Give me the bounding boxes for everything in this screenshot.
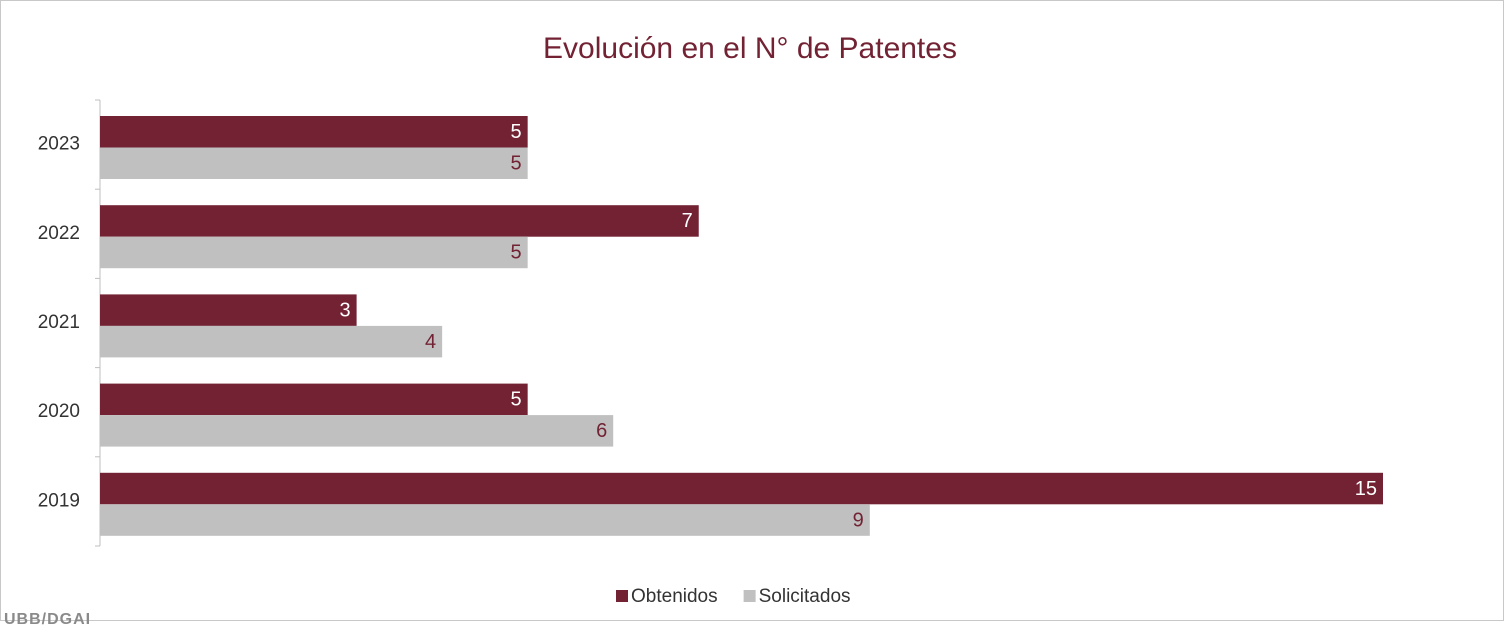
data-label: 5	[511, 242, 522, 264]
data-label: 5	[511, 153, 522, 175]
bar	[100, 148, 528, 180]
legend-swatch	[744, 590, 756, 602]
bar	[100, 415, 613, 447]
bar	[100, 473, 1383, 505]
data-label: 4	[425, 331, 436, 353]
y-tick-label: 2019	[38, 490, 80, 511]
bar	[100, 237, 528, 269]
y-tick-label: 2023	[38, 134, 80, 155]
y-tick-label: 2022	[38, 223, 80, 244]
y-tick-label: 2020	[38, 401, 80, 422]
data-label: 9	[853, 509, 864, 531]
data-label: 5	[511, 389, 522, 411]
legend-swatch	[616, 590, 628, 602]
data-label: 15	[1355, 478, 1377, 500]
bar	[100, 326, 442, 358]
bar	[100, 504, 870, 536]
chart: Evolución en el N° de Patentes UBB/DGAI …	[0, 0, 1505, 633]
y-tick-label: 2021	[38, 312, 80, 333]
footer: UBB/DGAI	[4, 611, 91, 628]
data-label: 6	[596, 420, 607, 442]
bar	[100, 116, 528, 148]
data-label: 7	[682, 210, 693, 232]
data-label: 5	[511, 121, 522, 143]
chart-title: Evolución en el N° de Patentes	[543, 32, 957, 65]
data-label: 3	[339, 299, 350, 321]
bar	[100, 294, 357, 326]
bar	[100, 205, 699, 237]
bar	[100, 384, 528, 416]
legend-label: Obtenidos	[631, 586, 718, 607]
legend-label: Solicitados	[759, 586, 851, 607]
